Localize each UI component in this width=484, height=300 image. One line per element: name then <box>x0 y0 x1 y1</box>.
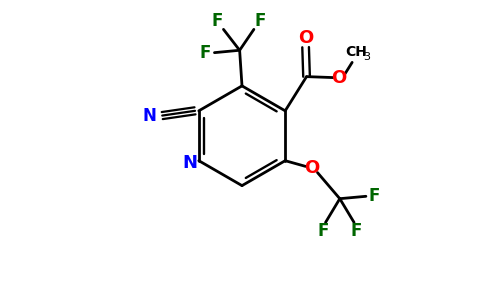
Text: F: F <box>368 187 379 205</box>
Text: F: F <box>212 12 223 30</box>
Text: N: N <box>143 106 157 124</box>
Text: O: O <box>331 69 347 87</box>
Text: N: N <box>183 154 198 172</box>
Text: F: F <box>318 222 329 240</box>
Text: 3: 3 <box>363 52 370 62</box>
Text: F: F <box>199 44 211 62</box>
Text: CH: CH <box>345 45 367 59</box>
Text: F: F <box>351 222 362 240</box>
Text: F: F <box>255 12 266 30</box>
Text: O: O <box>298 29 313 47</box>
Text: O: O <box>303 159 319 177</box>
